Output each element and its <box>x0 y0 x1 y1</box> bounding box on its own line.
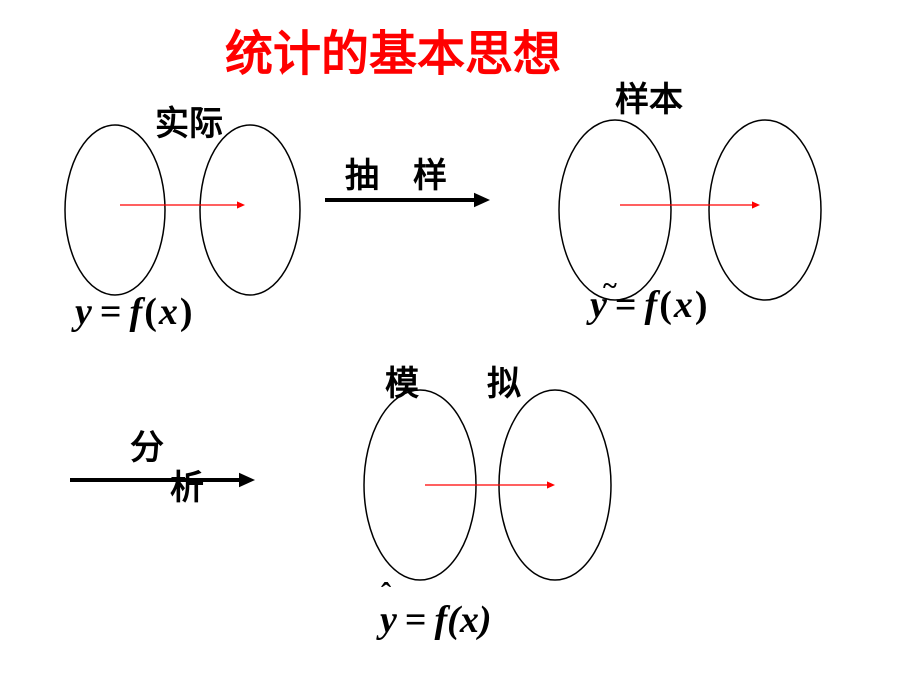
formula-actual: y=f(x) <box>75 290 195 334</box>
diagram-canvas <box>0 0 920 690</box>
formula-model: yˆ=f(x) <box>380 598 492 642</box>
label-model: 模 拟 <box>385 356 521 405</box>
label-sampling: 抽 样 <box>345 148 447 197</box>
formula-sample: y~=f(x) <box>590 283 710 327</box>
label-analyze-1: 分 <box>130 420 164 469</box>
label-actual: 实际 <box>155 96 223 145</box>
label-analyze-2: 析 <box>170 460 204 509</box>
page-title: 统计的基本思想 <box>225 14 561 84</box>
label-sample: 样本 <box>615 72 683 121</box>
